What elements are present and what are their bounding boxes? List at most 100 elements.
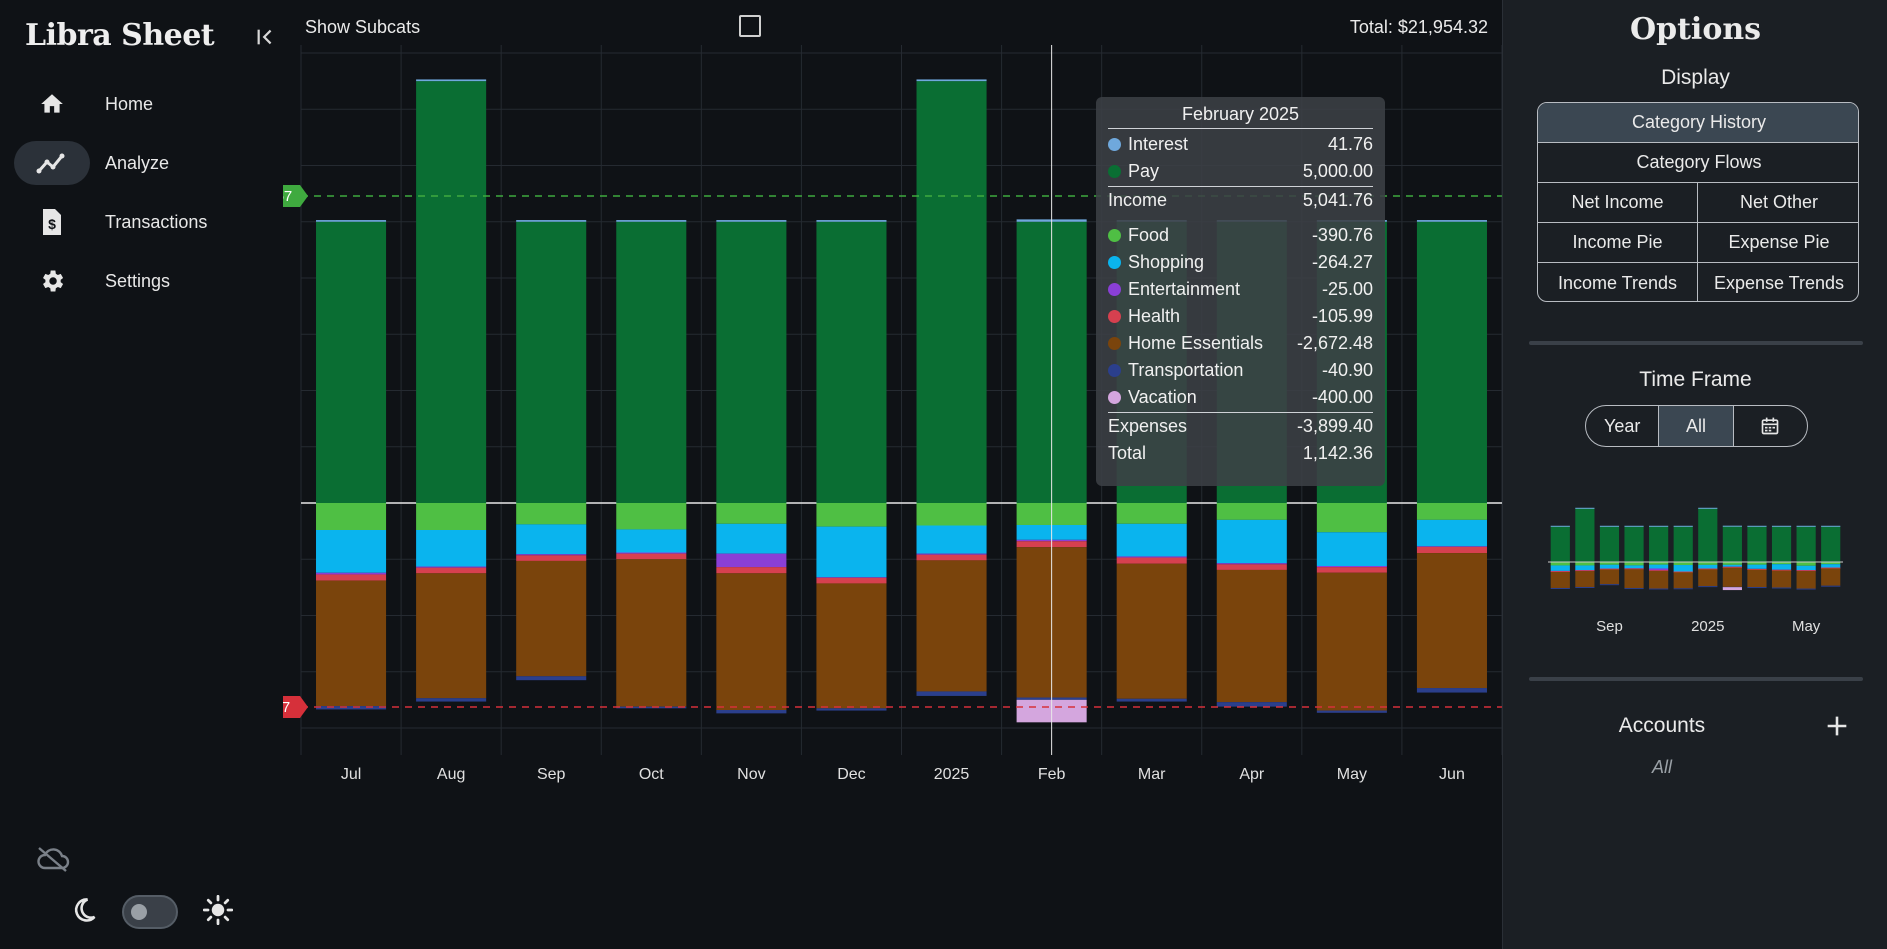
mini-bar-segment	[1673, 525, 1693, 527]
mini-bar-segment	[1722, 526, 1742, 562]
net-income-button[interactable]: Net Income	[1538, 183, 1698, 223]
bar-segment	[1416, 221, 1487, 503]
theme-toggle[interactable]	[122, 895, 178, 929]
income-trends-button[interactable]: Income Trends	[1538, 263, 1698, 301]
x-tick-label: Dec	[837, 766, 865, 783]
add-account-button[interactable]	[1823, 712, 1851, 740]
time-frame-all-button[interactable]: All	[1659, 406, 1734, 446]
calendar-icon	[1761, 417, 1779, 435]
tooltip-row-name: Vacation	[1128, 387, 1197, 407]
mini-bar-segment	[1649, 588, 1669, 590]
mini-bar-segment	[1624, 588, 1644, 590]
sidebar-item-settings[interactable]: Settings	[14, 259, 264, 303]
reference-badge	[283, 696, 308, 719]
bar-segment	[716, 523, 787, 554]
bar-segment	[716, 220, 787, 222]
mini-bar-segment	[1722, 525, 1742, 527]
bar-segment	[816, 220, 887, 222]
mini-bar-segment	[1624, 565, 1644, 569]
legend-dot	[1108, 337, 1121, 350]
mini-bar-segment	[1796, 570, 1816, 589]
x-tick-label: Mar	[1138, 766, 1166, 783]
bar-segment	[1116, 523, 1187, 557]
mini-bar-segment	[1747, 526, 1767, 562]
sidebar-item-analyze[interactable]: Analyze	[14, 141, 264, 185]
tooltip-expenses-label: Expenses	[1108, 416, 1188, 436]
time-frame-custom-button[interactable]	[1734, 406, 1807, 446]
sidebar-item-label: Settings	[105, 270, 171, 291]
tooltip-row: Transportation -40.90	[1108, 357, 1373, 384]
mini-bar-segment	[1599, 584, 1620, 586]
tooltip-row: Interest 41.76	[1108, 131, 1373, 158]
legend-dot	[1108, 310, 1121, 323]
expense-pie-button[interactable]: Expense Pie	[1698, 223, 1858, 263]
bar-segment	[916, 79, 987, 82]
display-button-group: Category History Category Flows Net Inco…	[1537, 102, 1859, 302]
bar-segment	[1116, 503, 1187, 524]
x-tick-label: Apr	[1239, 766, 1265, 783]
category-history-button[interactable]: Category History	[1538, 103, 1858, 143]
legend-dot	[1108, 138, 1121, 151]
sidebar-item-transactions[interactable]: $ Transactions	[14, 200, 264, 244]
tooltip-row: Vacation -400.00	[1108, 384, 1373, 411]
tooltip-row: Food -390.76	[1108, 222, 1373, 249]
bar-segment	[1116, 556, 1187, 558]
plus-icon	[1827, 716, 1847, 736]
tooltip-row-value: -40.90	[1321, 360, 1373, 380]
tooltip-row-value: 41.76	[1327, 134, 1373, 154]
time-frame-year-button[interactable]: Year	[1586, 406, 1660, 446]
svg-text:$: $	[48, 216, 56, 232]
bar-segment	[516, 220, 587, 222]
mini-bar-segment	[1722, 564, 1742, 567]
bar-segment	[716, 221, 787, 503]
bar-segment	[916, 554, 987, 561]
mini-bar-segment	[1624, 526, 1644, 562]
bar-segment	[516, 676, 587, 681]
collapse-sidebar-button[interactable]	[250, 22, 282, 52]
bar-segment	[1116, 698, 1187, 702]
tooltip-row-value: -105.99	[1311, 306, 1373, 326]
time-frame-label: Time Frame	[1639, 368, 1752, 391]
tooltip-row-name: Home Essentials	[1128, 333, 1264, 353]
mini-bar-segment	[1624, 568, 1644, 570]
tooltip-row-name: Shopping	[1128, 252, 1205, 272]
x-tick-label: 2025	[934, 766, 970, 783]
mini-bar-segment	[1649, 568, 1669, 571]
category-flows-button[interactable]: Category Flows	[1538, 143, 1858, 183]
bar-segment	[1416, 546, 1487, 548]
tooltip-income-value: 5,041.76	[1302, 190, 1373, 210]
time-frame-mini-chart[interactable]: Sep 2025 May	[1543, 470, 1848, 640]
mini-bar-segment	[1821, 567, 1841, 569]
mini-bar-segment	[1575, 507, 1595, 509]
tooltip-row-value: -390.76	[1311, 225, 1373, 245]
show-subcats-checkbox[interactable]	[739, 15, 761, 37]
mini-x-label: 2025	[1691, 618, 1724, 635]
bar-segment	[916, 81, 987, 503]
mini-bar-segment	[1698, 569, 1718, 587]
mini-bar-segment	[1698, 568, 1718, 570]
bar-segment	[516, 554, 587, 556]
x-tick-label: Jul	[341, 766, 361, 783]
display-label: Display	[1661, 66, 1730, 89]
net-other-button[interactable]: Net Other	[1698, 183, 1858, 223]
options-panel: Options Display Category History Categor…	[1502, 0, 1887, 949]
reference-label: 5,457	[283, 188, 292, 205]
bar-segment	[416, 81, 487, 503]
bar-segment	[416, 698, 487, 702]
mini-bar-segment	[1796, 570, 1816, 572]
tooltip-title: February 2025	[1108, 103, 1373, 129]
income-pie-button[interactable]: Income Pie	[1538, 223, 1698, 263]
mini-bar-segment	[1821, 562, 1841, 565]
sidebar-item-home[interactable]: Home	[14, 82, 264, 126]
bar-segment	[1416, 519, 1487, 547]
sidebar-item-label: Home	[105, 93, 154, 114]
legend-dot	[1108, 256, 1121, 269]
mini-bar-segment	[1722, 562, 1742, 565]
show-subcats-label: Show Subcats	[305, 17, 421, 37]
expense-trends-button[interactable]: Expense Trends	[1713, 272, 1845, 293]
mini-bar-segment	[1649, 570, 1669, 572]
collapse-left-icon	[257, 29, 272, 45]
cloud-off-icon[interactable]	[36, 846, 70, 877]
bar-segment	[516, 503, 587, 525]
